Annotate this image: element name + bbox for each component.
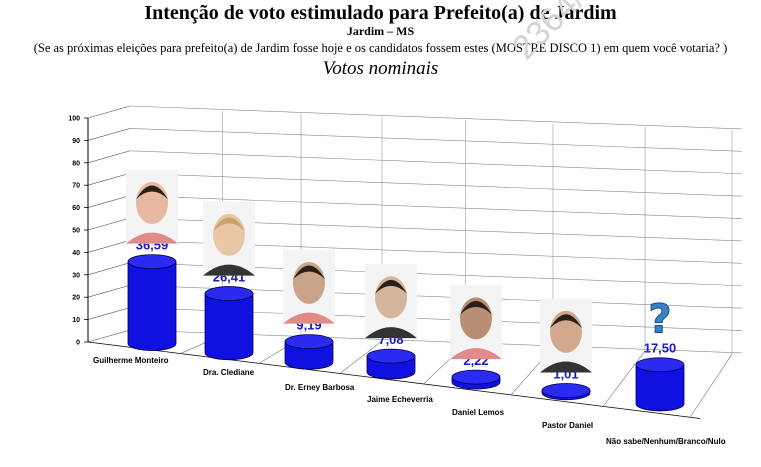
y-tick-label: 20: [72, 295, 80, 302]
photo-hair: [293, 265, 325, 280]
candidate-photo: [126, 169, 178, 244]
category-label: Guilherme Monteiro: [93, 356, 169, 365]
category-floor-divider: [602, 350, 646, 407]
candidate-photo: [450, 285, 502, 360]
gridline-depth: [87, 128, 131, 141]
candidate-photo: [540, 298, 592, 373]
y-tick-label: 40: [72, 250, 80, 257]
gridline-depth: [87, 105, 131, 119]
candidate-photo: [365, 264, 417, 339]
bar-top: [451, 369, 501, 385]
y-tick-label: 10: [72, 317, 80, 324]
bar: [635, 364, 685, 412]
category-label: Daniel Lemos: [452, 408, 505, 417]
photo-shoulders: [540, 361, 592, 373]
question-mark-icon: ?: [648, 297, 671, 343]
data-label: 17,50: [644, 341, 677, 356]
category-label: Não sabe/Nenhum/Branco/Nulo: [606, 437, 726, 446]
bar-top: [541, 383, 591, 398]
category-floor-divider: [689, 353, 733, 418]
chart-subtitle: Jardim – MS: [346, 24, 415, 38]
category-label: Dr. Erney Barbosa: [285, 383, 355, 392]
photo-shoulders: [365, 327, 417, 339]
gridline-depth: [87, 307, 131, 320]
gridline: [129, 128, 743, 152]
bar-top: [284, 334, 334, 350]
bar-group: 17,50 Não sabe/Nenhum/Branco/Nulo?: [606, 296, 726, 446]
y-tick-label: 50: [72, 228, 80, 235]
y-tick-label: 100: [68, 116, 80, 123]
bar-top: [366, 348, 416, 364]
photo-shoulders: [450, 348, 502, 360]
y-tick-label: 0: [76, 340, 80, 347]
photo-hair: [550, 314, 582, 329]
photo-shoulders: [203, 264, 255, 276]
photo-shoulders: [283, 312, 335, 324]
chart-title: Intenção de voto estimulado para Prefeit…: [144, 2, 617, 24]
gridline-depth: [87, 284, 131, 298]
photo-hair: [213, 217, 245, 232]
survey-question: (Se as próximas eleições para prefeito(a…: [33, 41, 728, 55]
bar: [127, 261, 177, 351]
gridline: [129, 195, 743, 219]
bar-top: [204, 286, 254, 301]
y-tick-label: 60: [72, 205, 80, 212]
bar-top: [635, 357, 685, 373]
bar: [204, 293, 254, 361]
gridline: [129, 172, 743, 197]
category-label: Dra. Clediane: [203, 368, 255, 377]
x-axis-front: [87, 341, 701, 419]
candidate-photo: [203, 201, 255, 276]
bar: [284, 341, 334, 370]
gridline: [129, 150, 743, 175]
y-tick-label: 80: [72, 160, 80, 167]
gridline-depth: [87, 172, 131, 186]
gridline-depth: [87, 262, 131, 276]
photo-hair: [136, 185, 168, 200]
bar-top: [127, 254, 177, 270]
gridline: [129, 105, 743, 130]
y-tick-label: 30: [72, 272, 80, 279]
gridline-depth: [87, 329, 131, 343]
category-label: Pastor Daniel: [542, 421, 593, 430]
category-floor-divider: [339, 340, 383, 374]
gridline-depth: [87, 217, 131, 231]
photo-shoulders: [126, 232, 178, 244]
gridline-depth: [87, 150, 131, 164]
photo-hair: [375, 279, 407, 294]
y-tick-label: 90: [72, 138, 80, 145]
photo-hair: [460, 300, 492, 315]
candidate-photo: [283, 249, 335, 324]
section-label: Votos nominais: [322, 58, 439, 79]
y-tick-label: 70: [72, 183, 80, 190]
gridline-depth: [87, 240, 131, 253]
category-label: Jaime Echeverria: [367, 395, 433, 404]
gridline-depth: [87, 195, 131, 208]
